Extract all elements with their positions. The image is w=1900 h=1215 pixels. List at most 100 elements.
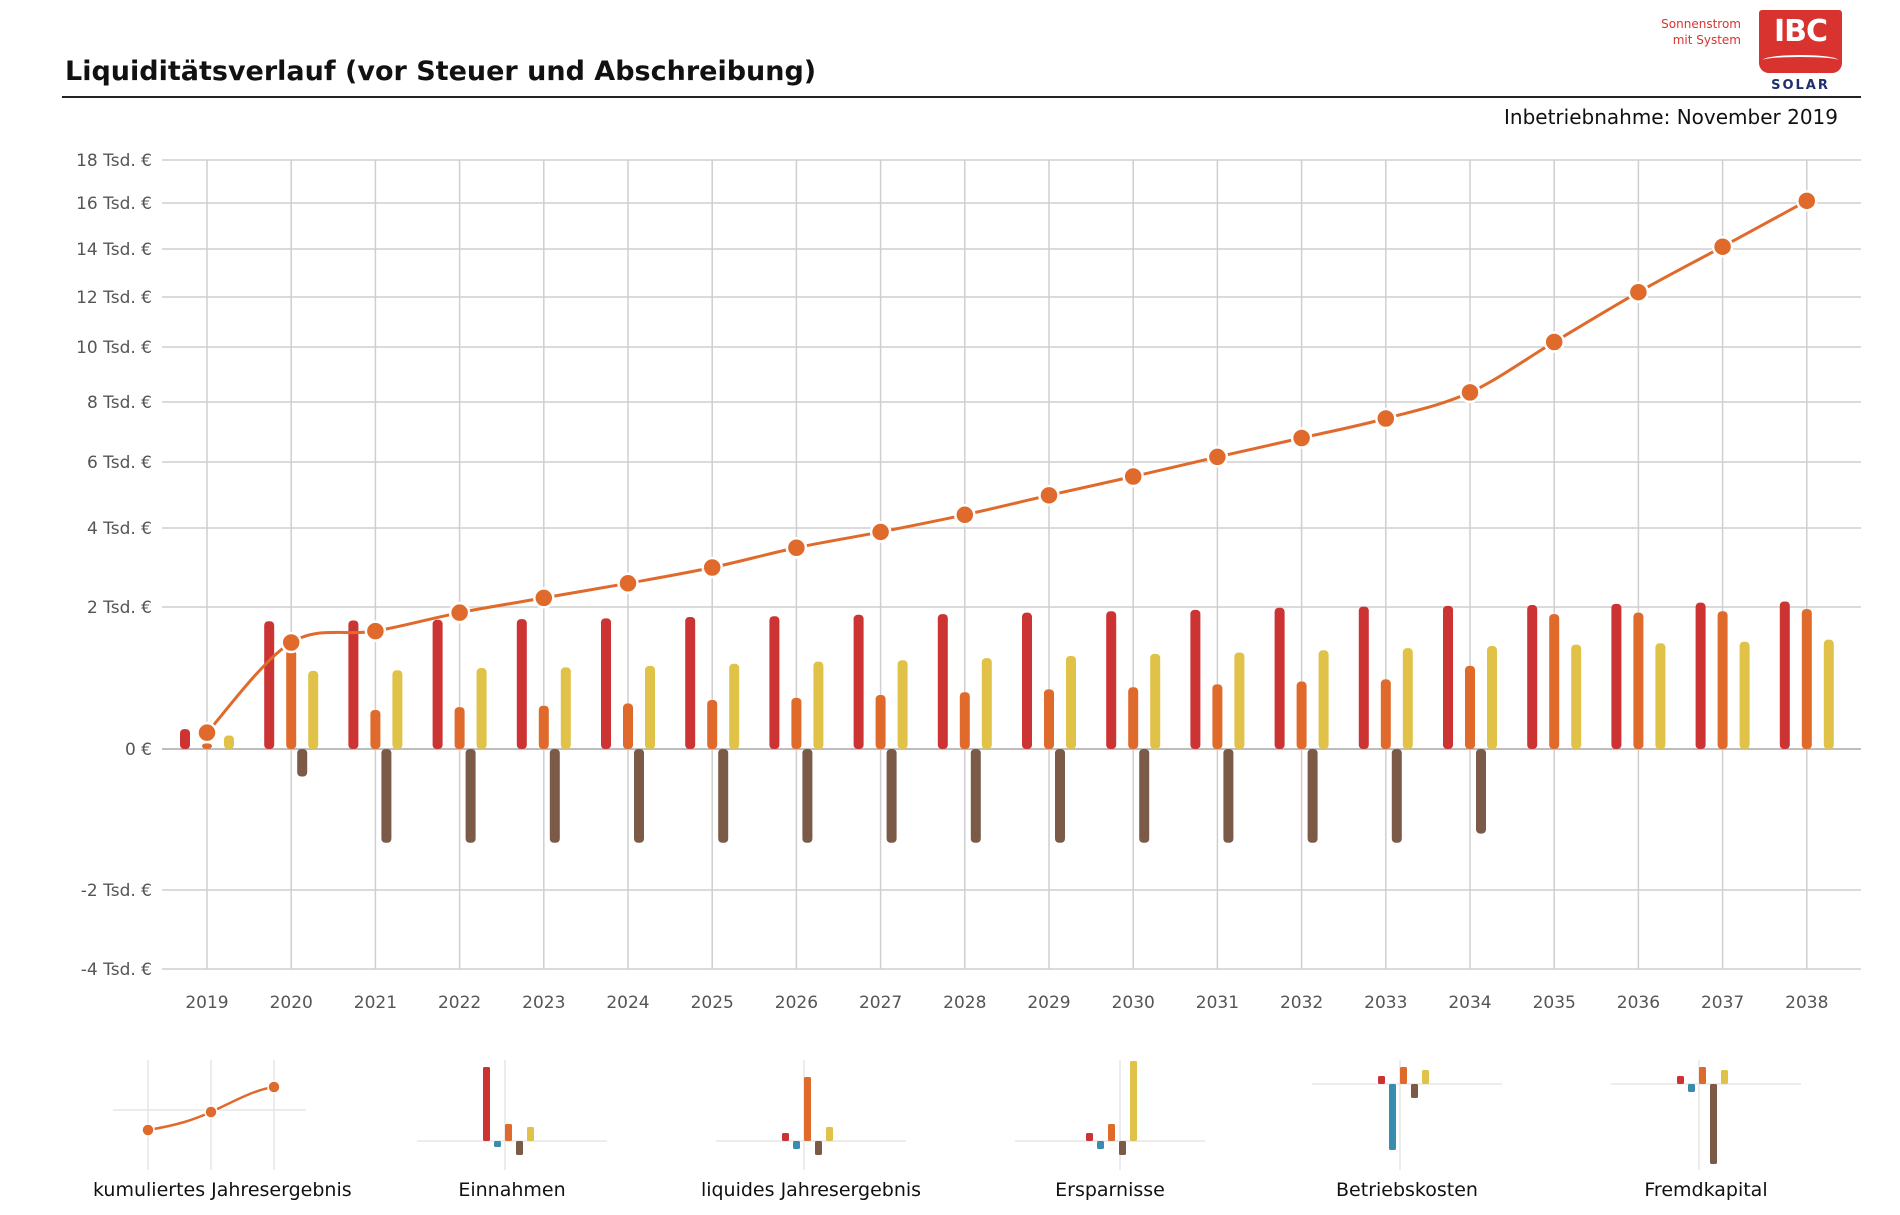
bar-ersparnisse-2019 [224, 735, 234, 749]
y-tick-label: 0 € [125, 740, 152, 760]
point-kumuliert-2035 [1543, 331, 1565, 353]
bar-einnahmen-2037 [1695, 602, 1706, 749]
bar-ersparnisse-2020 [308, 670, 319, 749]
mini-bar-einnahmen [483, 1067, 490, 1141]
bar-liquide-2037 [1717, 611, 1728, 749]
point-kumuliert-2031 [1206, 446, 1229, 468]
point-kumuliert-2030 [1122, 465, 1144, 488]
x-tick-label: 2024 [606, 993, 649, 1010]
bar-ersparnisse-2029 [1066, 655, 1076, 749]
mini-bar-ersparnisse [1130, 1061, 1137, 1141]
point-kumuliert-2026 [785, 537, 808, 559]
bar-fremdkapital-2022 [465, 749, 476, 843]
bar-einnahmen-2028 [937, 614, 948, 749]
bar-einnahmen-2035 [1527, 605, 1538, 749]
legend-icon-fremdkapital [1611, 1060, 1801, 1170]
bar-einnahmen-2029 [1022, 612, 1032, 749]
bar-liquide-2034 [1465, 665, 1475, 749]
bar-ersparnisse-2033 [1402, 648, 1413, 749]
point-kumuliert-2036 [1627, 281, 1650, 303]
page-title: Liquiditätsverlauf (vor Steuer und Absch… [65, 56, 817, 87]
legend-betriebskosten: Betriebskosten [1292, 1055, 1522, 1215]
bar-einnahmen-2019 [180, 729, 190, 749]
x-tick-label: 2032 [1280, 993, 1323, 1010]
point-kumuliert-2020 [280, 631, 302, 654]
bar-fremdkapital-2027 [886, 749, 897, 843]
legend-label: Betriebskosten [1336, 1179, 1478, 1201]
x-tick-label: 2025 [691, 993, 734, 1010]
bar-ersparnisse-2032 [1318, 650, 1329, 749]
bar-einnahmen-2025 [685, 616, 696, 749]
point-kumuliert-2022 [448, 601, 471, 624]
legend-icon-liquide [716, 1060, 906, 1170]
bar-ersparnisse-2031 [1234, 652, 1245, 749]
bar-einnahmen-2036 [1611, 603, 1622, 749]
bar-liquide-2033 [1380, 679, 1391, 749]
bar-liquide-2024 [623, 703, 633, 749]
legend-label: liquides Jahresergebnis [700, 1179, 922, 1201]
bar-liquide-2031 [1212, 684, 1223, 749]
x-tick-label: 2030 [1112, 993, 1155, 1010]
mini-bar-fremdkapital [1710, 1084, 1717, 1164]
bar-fremdkapital-2029 [1055, 749, 1065, 843]
bar-fremdkapital-2020 [297, 749, 308, 777]
point-kumuliert-2024 [617, 572, 639, 595]
x-tick-label: 2020 [270, 993, 313, 1010]
bar-einnahmen-2033 [1358, 606, 1369, 749]
legend-einnahmen: Einnahmen [397, 1055, 627, 1215]
bar-ersparnisse-2024 [645, 665, 655, 749]
point-kumuliert-2028 [954, 504, 976, 526]
mini-bar-einnahmen [1677, 1076, 1684, 1084]
bar-liquide-2020 [286, 649, 297, 749]
bar-ersparnisse-2038 [1823, 639, 1834, 749]
bar-liquide-2032 [1296, 681, 1307, 749]
mini-bar-betriebskosten [1389, 1084, 1396, 1150]
mini-bar-ersparnisse [1721, 1070, 1728, 1084]
point-kumuliert-2019 [196, 721, 218, 744]
mini-bar-betriebskosten [793, 1141, 800, 1149]
legend-label: Einnahmen [458, 1179, 566, 1201]
mini-bar-betriebskosten [494, 1141, 501, 1147]
mini-bar-liquide [1400, 1067, 1407, 1084]
logo-solar-text: SOLAR [1771, 78, 1830, 93]
y-tick-label: 18 Tsd. € [76, 151, 152, 171]
legend-kumuliert: kumuliertes Jahresergebnis [93, 1055, 352, 1215]
legend-ersparnisse: Ersparnisse [995, 1055, 1225, 1215]
mini-bar-liquide [1699, 1067, 1706, 1084]
legend-liquide: liquides Jahresergebnis [696, 1055, 926, 1215]
bar-liquide-2026 [791, 697, 802, 749]
bar-ersparnisse-2037 [1739, 641, 1750, 749]
x-tick-label: 2028 [943, 993, 986, 1010]
bar-liquide-2028 [959, 692, 970, 749]
y-tick-label: 12 Tsd. € [76, 288, 152, 308]
bar-ersparnisse-2021 [392, 670, 403, 749]
bar-liquide-2023 [538, 705, 549, 749]
bar-einnahmen-2038 [1779, 601, 1790, 749]
point-kumuliert-2021 [364, 620, 387, 642]
x-tick-label: 2019 [185, 993, 228, 1010]
mini-bar-liquide [505, 1124, 512, 1141]
y-tick-label: 4 Tsd. € [87, 519, 152, 539]
bar-ersparnisse-2027 [897, 660, 908, 749]
title-divider [62, 96, 1861, 98]
mini-bar-betriebskosten [1097, 1141, 1104, 1149]
legend-label: Fremdkapital [1644, 1179, 1768, 1201]
x-tick-label: 2036 [1617, 993, 1660, 1010]
mini-bar-liquide [804, 1077, 811, 1141]
y-tick-label: -2 Tsd. € [81, 881, 152, 901]
bar-fremdkapital-2030 [1139, 749, 1150, 843]
mini-bar-fremdkapital [1411, 1084, 1418, 1098]
y-tick-label: -4 Tsd. € [81, 960, 152, 980]
point-kumuliert-2027 [869, 521, 892, 543]
point-kumuliert-2037 [1711, 235, 1734, 258]
bar-fremdkapital-2034 [1476, 749, 1486, 834]
x-tick-label: 2031 [1196, 993, 1239, 1010]
mini-bar-fremdkapital [1119, 1141, 1126, 1155]
y-tick-label: 8 Tsd. € [87, 393, 152, 413]
mini-bar-fremdkapital [815, 1141, 822, 1155]
legend-icon-einnahmen [417, 1060, 607, 1170]
commissioning-date: Inbetriebnahme: November 2019 [1504, 105, 1838, 129]
bar-liquide-2038 [1801, 609, 1812, 749]
mini-bar-ersparnisse [1422, 1070, 1429, 1084]
x-tick-label: 2023 [522, 993, 565, 1010]
